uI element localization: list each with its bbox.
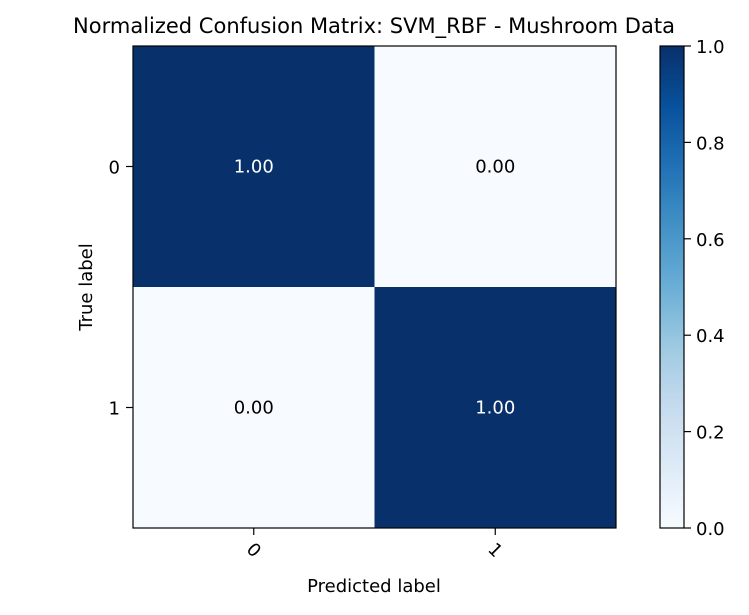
colorbar-tick-label-1: 0.2 — [696, 423, 725, 444]
heatmap-cell-0-0 — [133, 46, 375, 287]
heatmap-cell-0-1 — [374, 46, 616, 287]
cell-value-label-0-0: 1.00 — [234, 157, 274, 178]
plot-frame — [132, 45, 617, 529]
colorbar — [659, 45, 685, 529]
y-tick-label-1: 1 — [109, 399, 120, 420]
heatmap-cells — [133, 46, 616, 528]
colorbar-ticks: 0.0 0.2 0.4 0.6 0.8 1.0 — [684, 37, 725, 540]
colorbar-tick-label-4: 0.8 — [696, 133, 725, 154]
colorbar-tick-label-2: 0.4 — [696, 326, 725, 347]
y-tick-label-0: 0 — [109, 158, 120, 179]
heatmap-cell-1-0 — [133, 287, 375, 528]
heatmap-cell-1-1 — [374, 287, 616, 528]
x-axis-label: Predicted label — [307, 576, 441, 597]
colorbar-tick-label-3: 0.6 — [696, 230, 725, 251]
x-tick-label-0: 0 — [242, 539, 265, 562]
cell-value-label-1-0: 0.00 — [234, 398, 274, 419]
cell-value-label-1-1: 1.00 — [475, 398, 515, 419]
x-tick-label-1: 1 — [483, 539, 506, 562]
colorbar-tick-label-5: 1.0 — [696, 37, 725, 58]
colorbar-tick-label-0: 0.0 — [696, 519, 725, 540]
cell-value-label-0-1: 0.00 — [475, 157, 515, 178]
y-axis-label: True label — [76, 243, 97, 332]
y-axis-ticks: 01 — [109, 158, 133, 420]
heatmap-cell-labels: 1.00 0.00 0.00 1.00 — [234, 157, 516, 419]
chart-title: Normalized Confusion Matrix: SVM_RBF - M… — [73, 14, 675, 39]
